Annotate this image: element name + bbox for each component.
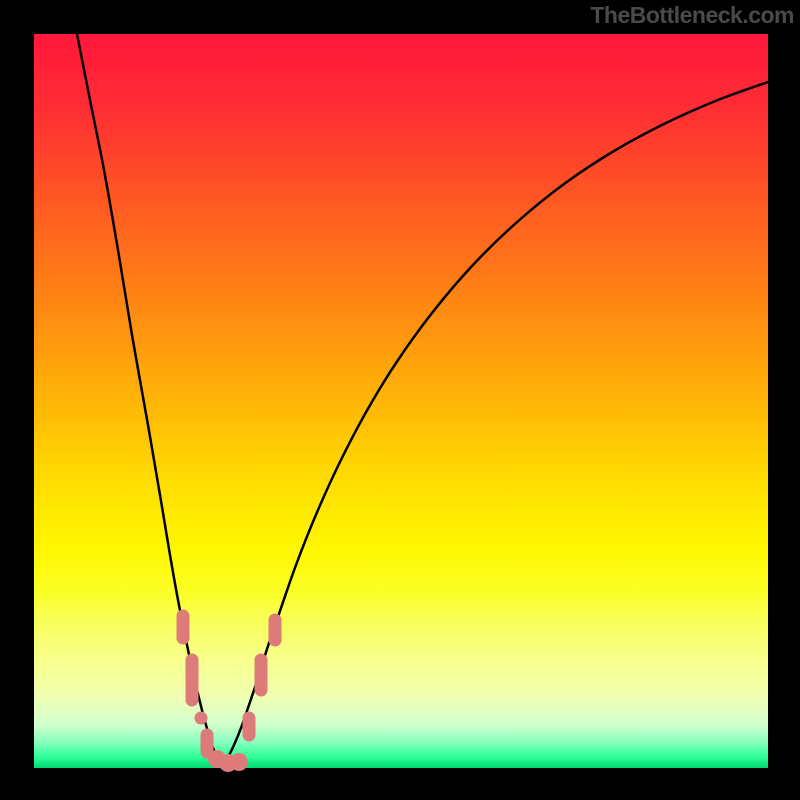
- bottleneck-chart: [0, 0, 800, 800]
- marker-6: [230, 753, 248, 771]
- marker-8: [255, 654, 268, 697]
- marker-0: [177, 610, 190, 645]
- marker-7: [243, 712, 256, 742]
- watermark-text: TheBottleneck.com: [590, 0, 800, 29]
- marker-9: [269, 614, 282, 647]
- marker-2: [195, 712, 208, 725]
- chart-container: TheBottleneck.com: [0, 0, 800, 800]
- marker-1: [186, 654, 199, 707]
